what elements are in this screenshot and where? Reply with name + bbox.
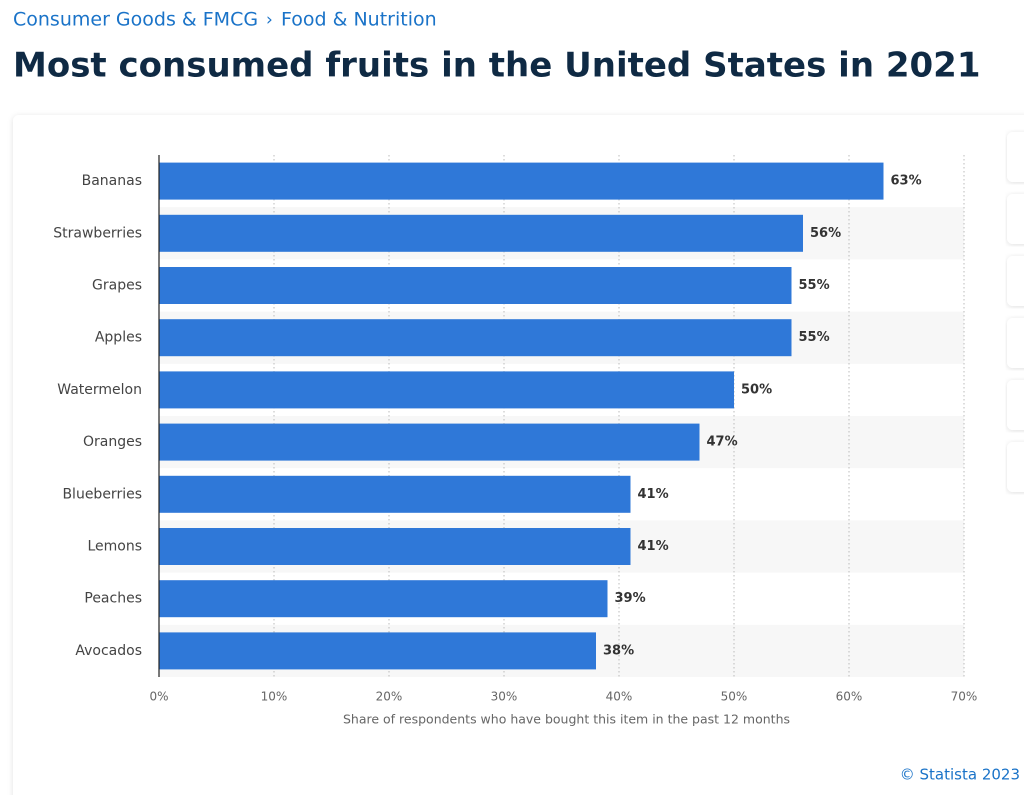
side-buttons bbox=[1007, 132, 1024, 492]
x-tick-label: 10% bbox=[261, 690, 288, 704]
side-button[interactable] bbox=[1007, 132, 1024, 182]
chart-title: Most consumed fruits in the United State… bbox=[13, 46, 981, 86]
x-tick-label: 50% bbox=[721, 690, 748, 704]
bar bbox=[159, 371, 734, 409]
bar bbox=[159, 580, 608, 618]
bar bbox=[159, 214, 803, 252]
x-tick-label: 60% bbox=[836, 690, 863, 704]
data-label: 38% bbox=[603, 643, 634, 658]
y-tick-label: Avocados bbox=[75, 643, 142, 659]
y-tick-label: Lemons bbox=[87, 539, 142, 555]
breadcrumb-link[interactable]: Consumer Goods & FMCG bbox=[13, 9, 258, 31]
x-tick-label: 0% bbox=[149, 690, 168, 704]
y-tick-label: Apples bbox=[95, 330, 142, 346]
side-button[interactable] bbox=[1007, 380, 1024, 430]
x-tick-label: 30% bbox=[491, 690, 518, 704]
side-button[interactable] bbox=[1007, 442, 1024, 492]
data-label: 41% bbox=[638, 487, 669, 502]
x-tick-label: 40% bbox=[606, 690, 633, 704]
bar bbox=[159, 162, 884, 200]
data-label: 55% bbox=[799, 330, 830, 345]
data-label: 56% bbox=[810, 226, 841, 241]
y-tick-label: Grapes bbox=[92, 278, 142, 294]
side-button[interactable] bbox=[1007, 256, 1024, 306]
bar bbox=[159, 528, 631, 565]
y-tick-label: Watermelon bbox=[57, 382, 142, 398]
x-tick-label: 20% bbox=[376, 690, 403, 704]
data-label: 41% bbox=[638, 539, 669, 554]
data-label: 50% bbox=[741, 382, 772, 397]
breadcrumb-link[interactable]: Food & Nutrition bbox=[281, 9, 437, 31]
x-tick-label: 70% bbox=[951, 690, 978, 704]
credit[interactable]: © Statista 2023 bbox=[900, 766, 1020, 784]
data-label: 47% bbox=[707, 435, 738, 450]
y-tick-label: Bananas bbox=[82, 173, 142, 189]
data-label: 55% bbox=[799, 278, 830, 293]
y-tick-label: Oranges bbox=[83, 434, 142, 450]
x-axis-label: Share of respondents who have bought thi… bbox=[343, 712, 790, 727]
bar bbox=[159, 267, 792, 304]
y-tick-label: Strawberries bbox=[53, 225, 142, 241]
bar bbox=[159, 632, 596, 670]
y-tick-label: Peaches bbox=[84, 591, 142, 607]
breadcrumb-separator: › bbox=[266, 10, 273, 30]
bar bbox=[159, 423, 700, 461]
data-label: 63% bbox=[891, 174, 922, 189]
side-button[interactable] bbox=[1007, 194, 1024, 244]
data-label: 39% bbox=[615, 591, 646, 606]
side-button[interactable] bbox=[1007, 318, 1024, 368]
bar bbox=[159, 475, 631, 513]
bar bbox=[159, 319, 792, 357]
y-tick-label: Blueberries bbox=[62, 486, 142, 502]
